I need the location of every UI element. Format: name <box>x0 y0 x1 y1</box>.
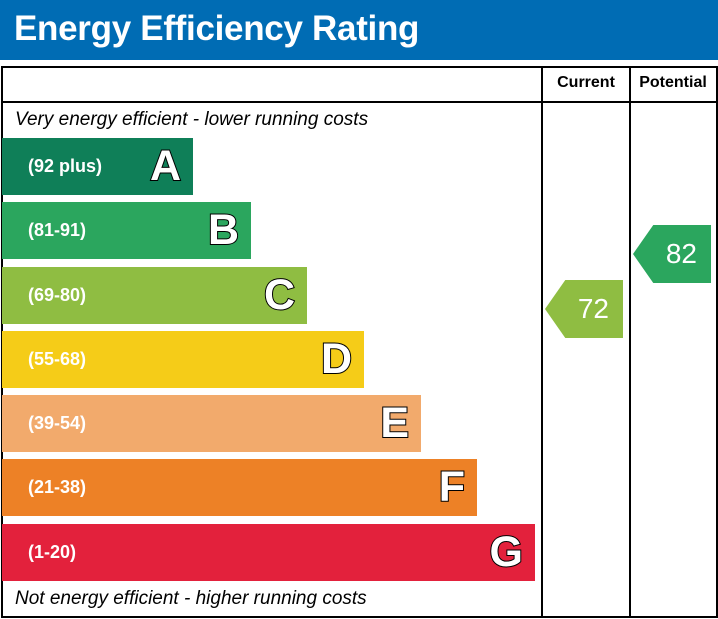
band-bar-g: (1-20) G <box>2 524 535 581</box>
band-bar-b: (81-91) B <box>2 202 251 259</box>
band-bar-f: (21-38) F <box>2 459 477 516</box>
current-rating-value: 72 <box>577 293 609 324</box>
band-range: (1-20) <box>28 542 77 562</box>
band-letter: D <box>320 334 353 384</box>
band-range: (81-91) <box>28 220 87 240</box>
band-letter: G <box>489 527 524 577</box>
band-letter: E <box>379 398 410 448</box>
top-note: Very energy efficient - lower running co… <box>15 109 369 130</box>
bottom-note: Not energy efficient - higher running co… <box>15 588 367 609</box>
band-bar-d: (55-68) D <box>2 331 364 388</box>
potential-rating-arrow: 82 <box>633 225 711 283</box>
band-bar-a: (92 plus) A <box>2 138 193 195</box>
band-letter: B <box>207 205 240 255</box>
divider <box>1 101 718 103</box>
header-banner: Energy Efficiency Rating <box>0 0 718 60</box>
band-letter: A <box>149 141 182 191</box>
current-column-header: Current <box>557 74 615 91</box>
page-title: Energy Efficiency Rating <box>14 9 420 48</box>
band-letter: F <box>438 462 466 512</box>
band-range: (39-54) <box>28 413 87 433</box>
band-bar-c: (69-80) C <box>2 267 307 324</box>
band-range: (69-80) <box>28 285 87 305</box>
band-range: (55-68) <box>28 349 87 369</box>
band-range: (21-38) <box>28 477 87 497</box>
potential-rating-value: 82 <box>665 238 697 269</box>
band-range: (92 plus) <box>28 156 103 176</box>
band-bar-e: (39-54) E <box>2 395 421 452</box>
divider <box>629 66 631 618</box>
divider <box>541 66 543 618</box>
band-letter: C <box>263 270 296 320</box>
potential-column-header: Potential <box>639 74 707 91</box>
